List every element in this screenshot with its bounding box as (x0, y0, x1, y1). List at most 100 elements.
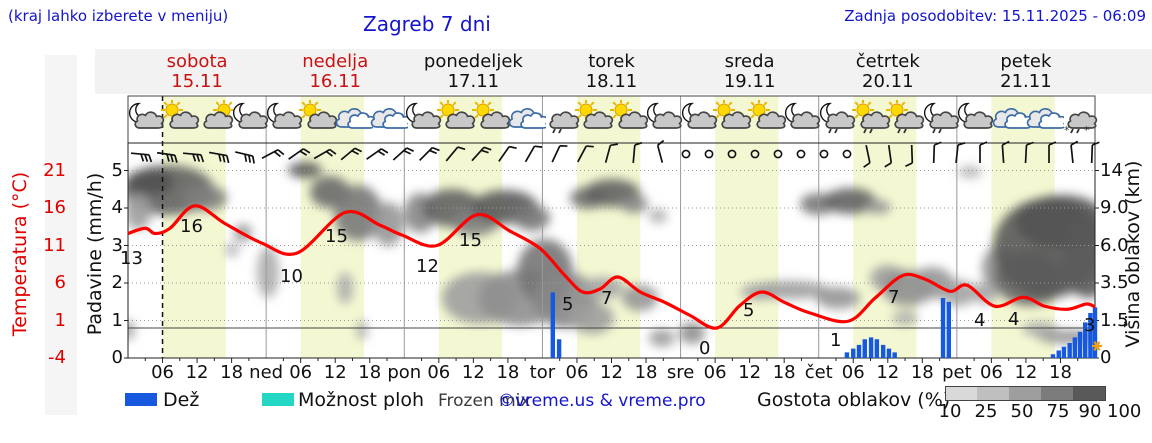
x-axis-hour-label: 18 (358, 362, 382, 383)
temperature-tick-label: 6 (54, 272, 66, 293)
moon-cloud-icon (953, 100, 995, 136)
day-date: 20.11 (862, 71, 914, 92)
day-name: ponedeljek (423, 51, 523, 72)
sun-cloud-rain-icon (850, 100, 892, 136)
x-axis-hour-label: 18 (496, 362, 520, 383)
x-axis-hour-label: 06 (703, 362, 727, 383)
wind-barb-icon (632, 141, 643, 164)
cloud-height-tick-label: 0 (1100, 347, 1112, 368)
showers-legend-swatch (262, 393, 294, 406)
day-date: 17.11 (447, 71, 500, 92)
wind-barb-icon (498, 145, 517, 162)
day-name: četrtek (855, 51, 920, 72)
cloud-scale-tick-label: 25 (974, 401, 998, 422)
x-axis-hour-label: 12 (461, 362, 485, 383)
cloud-height-tick-label: 1.5 (1100, 309, 1129, 331)
wind-calm-icon (727, 149, 737, 159)
moon-cloud-icon (228, 100, 270, 136)
sun-cloud-icon (746, 100, 788, 136)
svg-text:*: * (1084, 124, 1090, 136)
temperature-tick-label: 1 (54, 309, 66, 331)
wind-barb-icon (1001, 140, 1010, 164)
moon-cloud-icon (124, 100, 166, 136)
x-axis-hour-label: 06 (151, 362, 174, 383)
day-header-petek[interactable]: petek 21.11 (957, 52, 1095, 92)
day-header-nedelja[interactable]: nedelja 16.11 (266, 52, 404, 92)
x-axis-hour-label: 06 (427, 362, 451, 383)
wind-barb-icon (551, 144, 568, 163)
wind-barb-icon (392, 147, 414, 161)
clouds-icon (504, 100, 547, 136)
wind-barb-icon (955, 141, 966, 164)
day-date: 16.11 (309, 71, 361, 92)
sun-cloud-icon (573, 100, 615, 136)
precipitation-tick-label: 4 (111, 197, 123, 218)
temperature-value-label: 4 (1008, 309, 1020, 330)
wind-barb-icon (656, 139, 665, 163)
x-axis-day-label: tor (529, 362, 556, 383)
precipitation-axis-title: Padavine (mm/h) (84, 172, 106, 336)
copyright-link[interactable]: ©vreme.us & vreme.pro (498, 391, 706, 411)
wind-barb-icon (366, 148, 389, 160)
rain-legend-swatch (125, 393, 157, 406)
clouds-icon (366, 100, 409, 136)
cloud-rain-icon (539, 100, 581, 136)
clouds-icon (1022, 100, 1065, 136)
day-header-ponedeljek[interactable]: ponedeljek 17.11 (404, 52, 542, 92)
wind-barb-icon (863, 145, 871, 168)
x-axis-hour-label: 12 (876, 362, 900, 383)
wind-barb-icon (1070, 140, 1079, 164)
cloud-scale-segment (1041, 386, 1074, 401)
day-header-četrtek[interactable]: četrtek 20.11 (819, 52, 957, 92)
wind-barb-icon (288, 148, 311, 160)
wind-barb-icon (932, 141, 942, 164)
sun-cloud-icon (297, 100, 339, 136)
temperature-value-label: 7 (601, 288, 613, 309)
temperature-value-label: 15 (459, 230, 482, 251)
temperature-value-label: 16 (180, 216, 203, 237)
moon-cloud-icon (401, 100, 443, 136)
precipitation-tick-label: 5 (111, 159, 123, 181)
x-axis-hour-label: 18 (910, 362, 934, 383)
precipitation-tick-label: 3 (111, 234, 123, 256)
x-axis-day-label: čet (804, 362, 833, 383)
moon-cloud-rain-icon (815, 100, 857, 136)
x-axis-hour-label: 12 (738, 362, 762, 383)
wind-barb-icon (208, 151, 230, 164)
day-date: 21.11 (1000, 71, 1052, 92)
temperature-value-label: 13 (120, 248, 143, 269)
clouds-icon (331, 100, 374, 136)
wind-barb-icon (577, 145, 594, 163)
wind-barb-icon (884, 144, 893, 168)
cloud-scale-segment (1009, 386, 1042, 401)
wind-calm-icon (796, 149, 806, 159)
showers-legend-label: Možnost ploh (298, 389, 425, 411)
x-axis-hour-label: 06 (289, 362, 313, 383)
temperature-value-label: 7 (888, 287, 900, 308)
x-axis-hour-label: 18 (220, 362, 244, 383)
temperature-value-label: 10 (280, 266, 303, 287)
x-axis-hour-label: 18 (1049, 362, 1072, 383)
day-header-torek[interactable]: torek 18.11 (542, 52, 680, 92)
day-name: sobota (166, 51, 228, 72)
x-axis-day-label: ned (249, 362, 284, 383)
cloud-scale-segment (1073, 386, 1106, 401)
day-header-sobota[interactable]: sobota 15.11 (128, 52, 266, 92)
wind-barb-icon (419, 146, 440, 161)
left-margin-strip (45, 55, 77, 415)
svg-text:*: * (1064, 124, 1070, 136)
temperature-tick-label: 21 (43, 159, 66, 181)
x-axis-day-label: pon (387, 362, 422, 383)
day-header-sreda[interactable]: sreda 19.11 (681, 52, 819, 92)
rain-legend-label: Dež (163, 389, 200, 411)
temperature-value-label: 5 (562, 294, 574, 315)
cloud-height-tick-label: 3.5 (1100, 272, 1129, 293)
cloud-scale-tick-label: 75 (1046, 401, 1070, 422)
sun-cloud-icon (711, 100, 753, 136)
x-axis-day-label: sre (666, 362, 695, 383)
x-axis-hour-label: 18 (772, 362, 796, 383)
cloud-scale-segment (945, 386, 979, 401)
wind-barb-icon (979, 141, 988, 163)
